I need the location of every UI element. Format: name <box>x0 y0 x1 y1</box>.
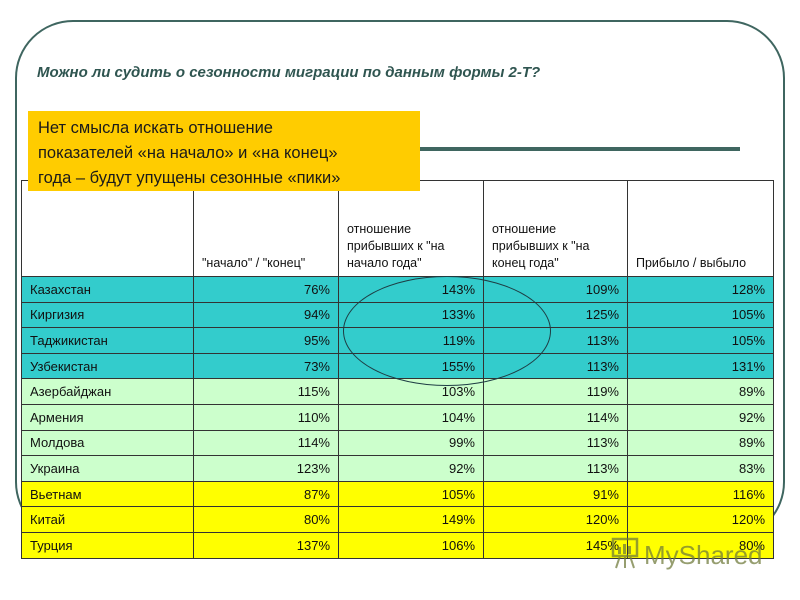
value-cell: 110% <box>193 403 339 431</box>
value-cell: 89% <box>627 429 774 457</box>
header-arrivals-to-end: отношение прибывших к "на конец года" <box>483 180 628 277</box>
table-row: Китай 80% 149% 120% 120% <box>21 506 774 533</box>
value-cell: 123% <box>193 455 339 482</box>
table-row: Азербайджан 115% 103% 119% 89% <box>21 378 774 405</box>
table-row: Вьетнам 87% 105% 91% 116% <box>21 480 774 508</box>
value-cell: 106% <box>338 531 484 559</box>
country-cell: Киргизия <box>21 301 194 329</box>
country-cell: Молдова <box>21 429 194 457</box>
country-cell: Узбекистан <box>21 352 194 380</box>
table-row: Турция 137% 106% 145% 80% <box>21 531 774 559</box>
value-cell: 113% <box>483 429 628 457</box>
callout-line: Нет смысла искать отношение <box>38 119 273 137</box>
title-underline-rule <box>418 147 740 151</box>
value-cell: 105% <box>338 480 484 508</box>
highlight-ellipse <box>343 276 551 386</box>
country-cell: Вьетнам <box>21 480 194 508</box>
value-cell: 95% <box>193 327 339 354</box>
value-cell: 137% <box>193 531 339 559</box>
value-cell: 76% <box>193 276 339 303</box>
value-cell: 105% <box>627 327 774 354</box>
country-cell: Таджикистан <box>21 327 194 354</box>
value-cell: 87% <box>193 480 339 508</box>
header-arrived-departed: Прибыло / выбыло <box>627 180 774 277</box>
value-cell: 73% <box>193 352 339 380</box>
value-cell: 113% <box>483 455 628 482</box>
watermark-text: MyShared <box>644 540 763 570</box>
value-cell: 105% <box>627 301 774 329</box>
value-cell: 120% <box>627 506 774 533</box>
value-cell: 115% <box>193 378 339 405</box>
slide-title: Можно ли судить о сезонности миграции по… <box>37 64 541 81</box>
country-cell: Армения <box>21 403 194 431</box>
header-start-end-ratio: "начало" / "конец" <box>193 180 339 277</box>
table-row: Армения 110% 104% 114% 92% <box>21 403 774 431</box>
value-cell: 149% <box>338 506 484 533</box>
country-cell: Казахстан <box>21 276 194 303</box>
header-country <box>21 180 194 277</box>
watermark: MyShared <box>610 536 763 575</box>
value-cell: 80% <box>627 531 774 559</box>
table-row: Молдова 114% 99% 113% 89% <box>21 429 774 457</box>
value-cell: 119% <box>483 378 628 405</box>
table-row: Украина 123% 92% 113% 83% <box>21 455 774 482</box>
value-cell: 120% <box>483 506 628 533</box>
value-cell: 92% <box>338 455 484 482</box>
value-cell: 114% <box>193 429 339 457</box>
country-cell: Украина <box>21 455 194 482</box>
callout-line: показателей «на начало» и «на конец» <box>38 144 338 162</box>
value-cell: 83% <box>627 455 774 482</box>
country-cell: Азербайджан <box>21 378 194 405</box>
value-cell: 99% <box>338 429 484 457</box>
value-cell: 92% <box>627 403 774 431</box>
callout-note: Нет смысла искать отношение показателей … <box>28 111 420 191</box>
value-cell: 116% <box>627 480 774 508</box>
value-cell: 128% <box>627 276 774 303</box>
country-cell: Китай <box>21 506 194 533</box>
callout-line: года – будут упущены сезонные «пики» <box>38 169 341 187</box>
presentation-board-icon <box>610 536 640 575</box>
value-cell: 131% <box>627 352 774 380</box>
value-cell: 145% <box>483 531 628 559</box>
value-cell: 89% <box>627 378 774 405</box>
country-cell: Турция <box>21 531 194 559</box>
table-header-row: "начало" / "конец" отношение прибывших к… <box>21 180 774 277</box>
value-cell: 104% <box>338 403 484 431</box>
value-cell: 114% <box>483 403 628 431</box>
value-cell: 94% <box>193 301 339 329</box>
value-cell: 80% <box>193 506 339 533</box>
value-cell: 91% <box>483 480 628 508</box>
header-arrivals-to-start: отношение прибывших к "на начало года" <box>338 180 484 277</box>
